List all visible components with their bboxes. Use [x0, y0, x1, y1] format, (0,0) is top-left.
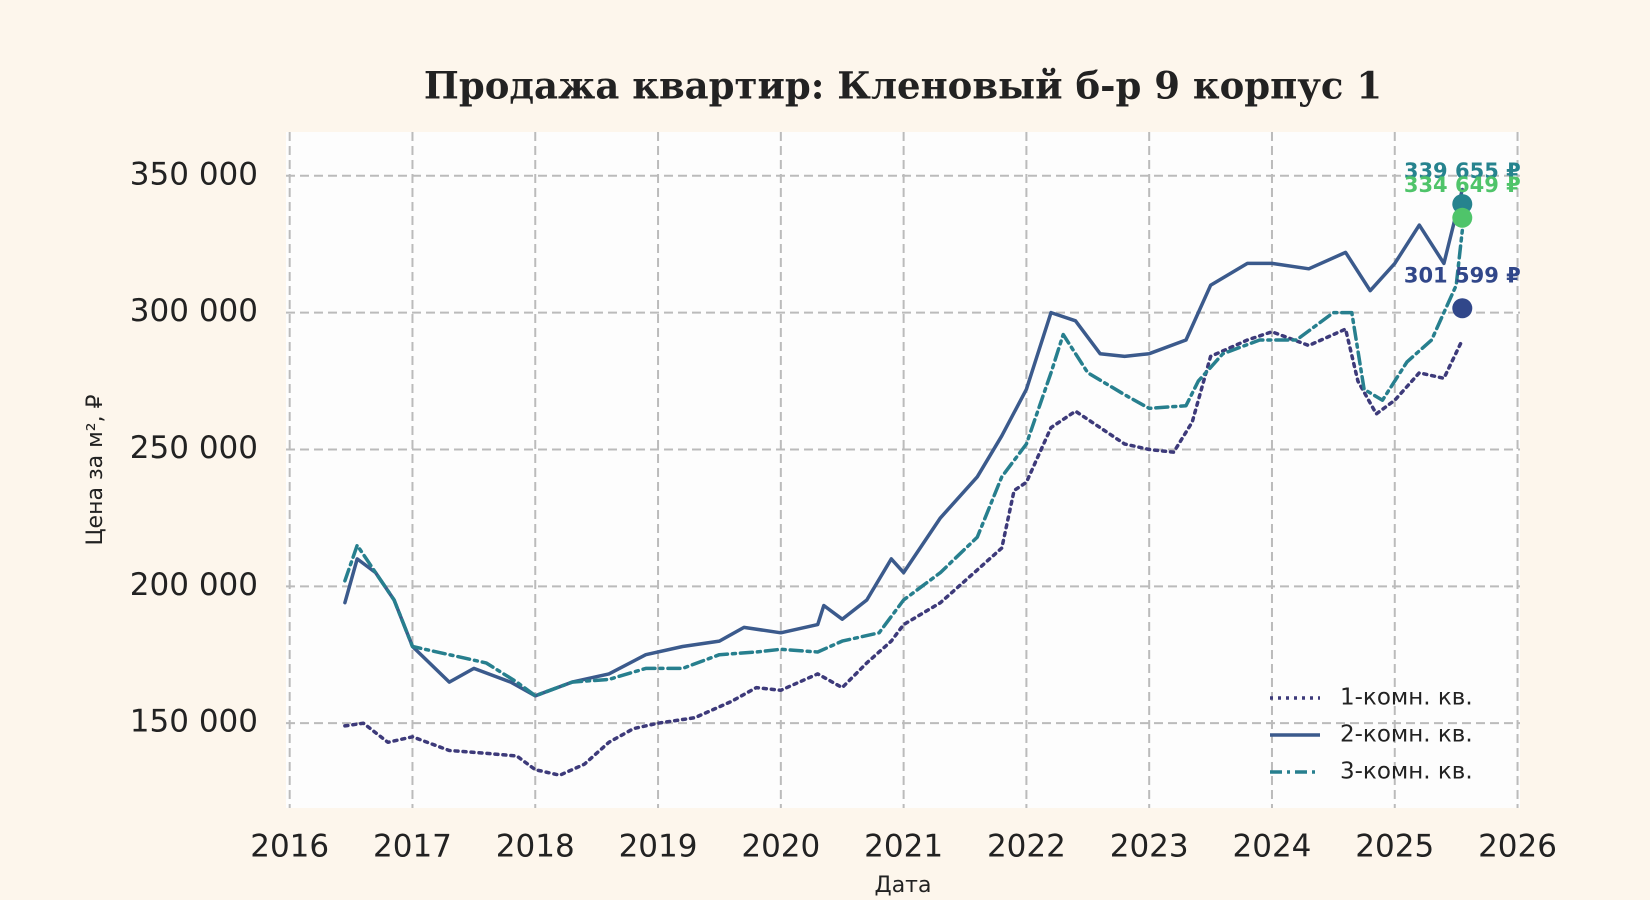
end-label: 301 599 ₽	[1404, 263, 1521, 287]
x-tick-label: 2022	[987, 829, 1066, 865]
legend-label: 1-комн. кв.	[1340, 685, 1473, 711]
series-line	[343, 187, 1465, 698]
lines	[343, 187, 1465, 777]
x-tick-label: 2017	[373, 829, 452, 865]
x-tick-label: 2020	[741, 829, 820, 865]
y-tick-label: 300 000	[130, 293, 258, 329]
end-point	[1452, 298, 1473, 319]
grid: 150 000 200 000 250 000 300 000 350 000 2016 2…	[130, 132, 1557, 865]
x-tick-label: 2023	[1110, 829, 1189, 865]
legend-label: 2-комн. кв.	[1340, 722, 1473, 748]
legend-label: 3-комн. кв.	[1340, 759, 1473, 785]
annotations: 301 599 ₽ 339 655 ₽334 649 ₽	[1404, 159, 1521, 319]
y-tick-label: 350 000	[130, 156, 258, 192]
end-point	[1452, 207, 1473, 228]
x-tick-label: 2026	[1478, 829, 1557, 865]
x-tick-label: 2019	[619, 829, 698, 865]
x-axis-label: Дата	[875, 873, 932, 898]
x-tick-label: 2016	[250, 829, 329, 865]
end-point	[1452, 194, 1473, 215]
series-line	[343, 228, 1465, 698]
x-tick-label: 2021	[864, 829, 943, 865]
y-tick-label: 200 000	[130, 567, 258, 603]
end-label: 339 655 ₽	[1404, 159, 1521, 183]
x-tick-label: 2024	[1233, 829, 1312, 865]
y-axis-label: Цена за м², ₽	[83, 394, 108, 545]
x-tick-label: 2018	[496, 829, 575, 865]
end-label: 334 649 ₽	[1404, 173, 1521, 197]
legend: 1-комн. кв. 2-комн. кв. 3-комн. кв.	[1270, 685, 1473, 785]
y-tick-label: 250 000	[130, 430, 258, 466]
chart-title: Продажа квартир: Кленовый б-р 9 корпус 1	[424, 64, 1382, 108]
y-tick-label: 150 000	[130, 704, 258, 740]
x-tick-label: 2025	[1355, 829, 1434, 865]
